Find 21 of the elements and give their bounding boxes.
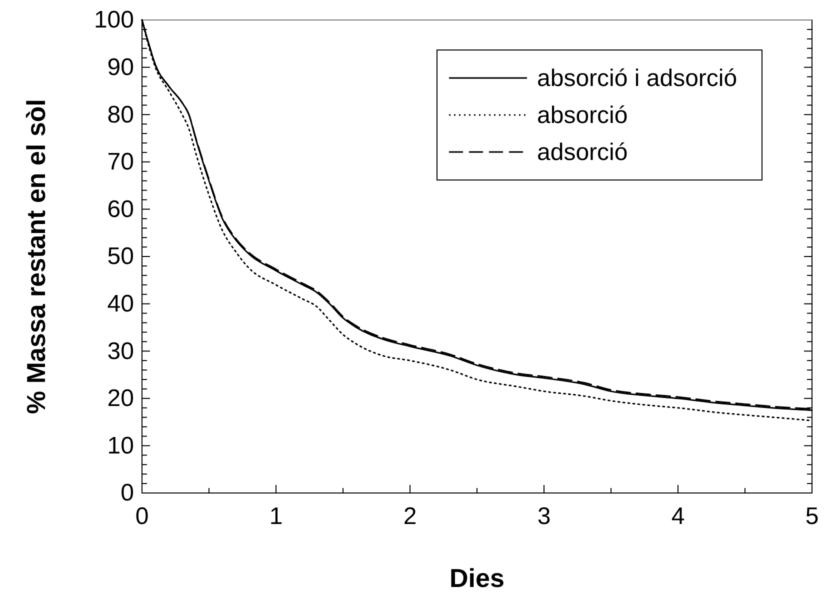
legend-label: adsorció: [537, 139, 628, 166]
y-tick-label: 100: [94, 6, 134, 34]
y-tick-label: 30: [107, 338, 134, 365]
x-tick-label: 5: [805, 503, 819, 530]
legend-label: absorció: [537, 102, 628, 129]
legend-label: absorció i adsorció: [537, 65, 738, 92]
y-axis-title: % Massa restant en el sòl: [21, 98, 51, 414]
y-tick-label: 0: [120, 480, 134, 507]
y-tick-label: 70: [107, 148, 134, 176]
x-tick-label: 1: [269, 503, 283, 530]
y-tick-label: 10: [107, 432, 134, 460]
x-axis-title: Dies: [450, 563, 504, 593]
y-tick-label: 40: [107, 290, 134, 318]
y-tick-label: 90: [107, 54, 134, 81]
y-tick-label: 60: [107, 196, 134, 223]
x-tick-label: 4: [671, 503, 685, 530]
y-tick-label: 50: [107, 243, 134, 270]
x-tick-label: 2: [403, 503, 417, 530]
y-tick-label: 80: [107, 101, 134, 128]
y-tick-label: 20: [107, 385, 134, 412]
x-tick-label: 3: [537, 503, 551, 530]
